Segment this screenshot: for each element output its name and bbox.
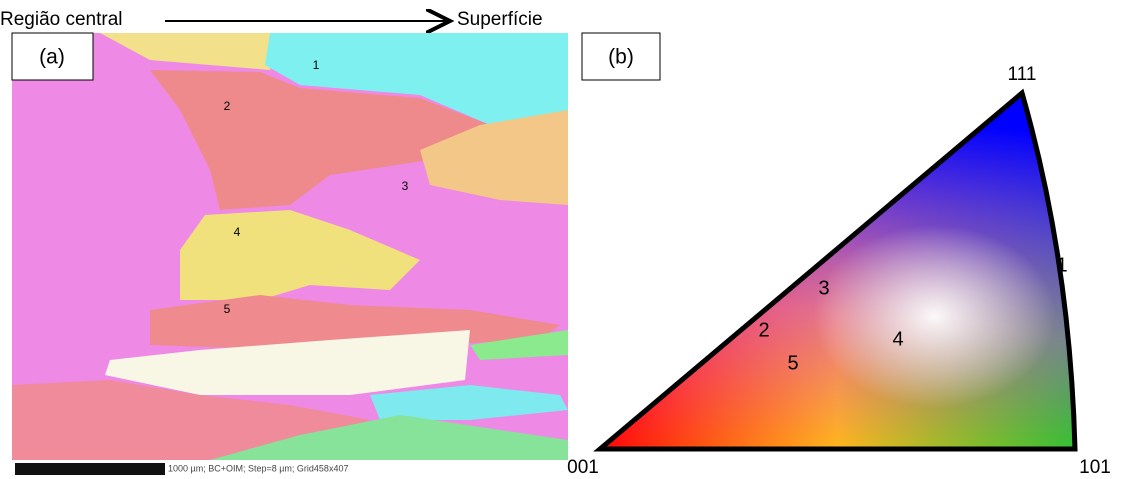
- grain-label: 3: [402, 179, 409, 193]
- panel-label: (a): [39, 46, 65, 69]
- header-right: Superfície: [457, 9, 543, 30]
- grain-label: 1: [313, 58, 320, 72]
- point-label: 3: [818, 277, 829, 299]
- grain-label: 2: [224, 99, 231, 113]
- grain-label: 5: [224, 302, 231, 316]
- point-label: 1: [1056, 254, 1067, 276]
- vertex-label: 001: [567, 457, 599, 478]
- vertex-label: 111: [1008, 64, 1037, 85]
- panel-label: (b): [608, 46, 634, 69]
- vertex-label: 101: [1079, 457, 1111, 478]
- point-label: 5: [787, 352, 798, 374]
- ipf-triangle: [595, 90, 1080, 455]
- scale-bar: [15, 463, 165, 475]
- figure: Região central Superfície 1 2 3 4 5 (a) …: [0, 0, 1121, 479]
- point-label: 4: [892, 328, 903, 350]
- header-left: Região central: [0, 9, 123, 30]
- grain-label: 4: [234, 225, 241, 239]
- scale-text: 1000 µm; BC+OIM; Step=8 µm; Grid458x407: [168, 463, 348, 473]
- ebsd-map: [12, 33, 568, 460]
- point-label: 2: [758, 319, 769, 341]
